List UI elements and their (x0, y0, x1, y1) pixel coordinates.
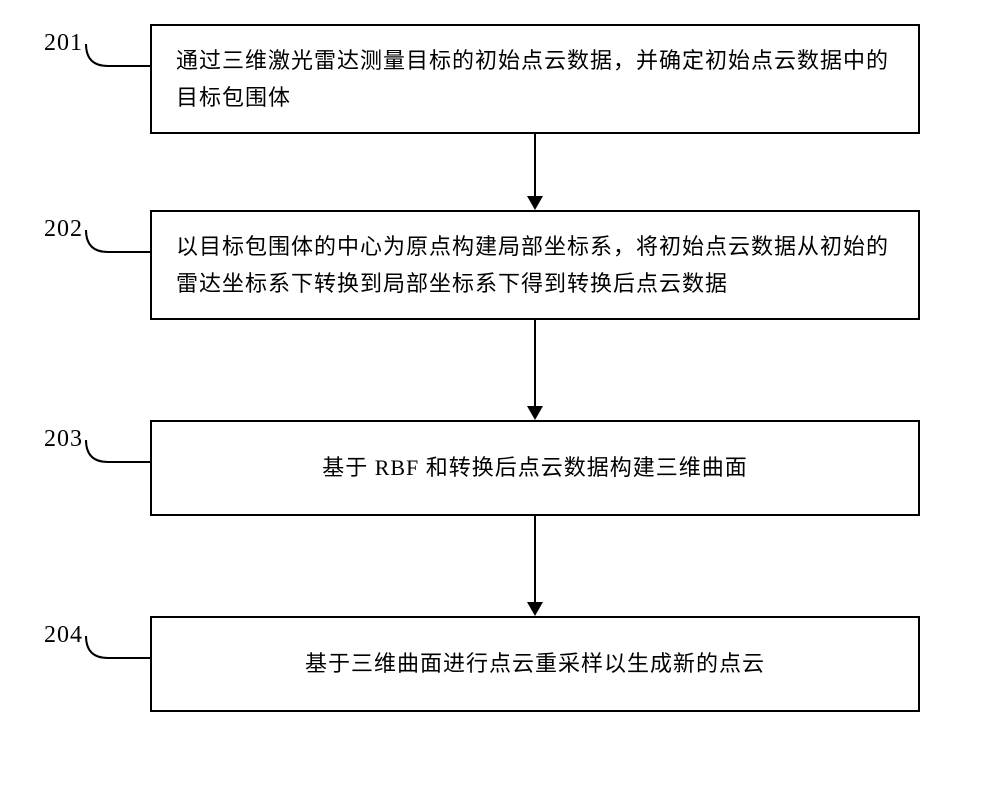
arrow-202-to-203 (534, 320, 536, 406)
connector-204 (86, 636, 150, 676)
step-box-201: 通过三维激光雷达测量目标的初始点云数据，并确定初始点云数据中的目标包围体 (150, 24, 920, 134)
step-label-201: 201 (44, 30, 83, 57)
arrow-head-202 (527, 406, 543, 420)
arrow-203-to-204 (534, 516, 536, 602)
connector-201 (86, 44, 150, 84)
step-box-204: 基于三维曲面进行点云重采样以生成新的点云 (150, 616, 920, 712)
arrow-201-to-202 (534, 134, 536, 196)
connector-202 (86, 230, 150, 270)
step-text-203: 基于 RBF 和转换后点云数据构建三维曲面 (322, 449, 748, 486)
step-text-202: 以目标包围体的中心为原点构建局部坐标系，将初始点云数据从初始的雷达坐标系下转换到… (176, 228, 894, 303)
connector-203 (86, 440, 150, 480)
step-label-202: 202 (44, 216, 83, 243)
step-label-203: 203 (44, 426, 83, 453)
step-text-201: 通过三维激光雷达测量目标的初始点云数据，并确定初始点云数据中的目标包围体 (176, 42, 894, 117)
arrow-head-201 (527, 196, 543, 210)
step-label-204: 204 (44, 622, 83, 649)
step-box-203: 基于 RBF 和转换后点云数据构建三维曲面 (150, 420, 920, 516)
flowchart-container: 201 通过三维激光雷达测量目标的初始点云数据，并确定初始点云数据中的目标包围体… (0, 0, 1000, 790)
step-box-202: 以目标包围体的中心为原点构建局部坐标系，将初始点云数据从初始的雷达坐标系下转换到… (150, 210, 920, 320)
arrow-head-203 (527, 602, 543, 616)
step-text-204: 基于三维曲面进行点云重采样以生成新的点云 (305, 645, 765, 682)
